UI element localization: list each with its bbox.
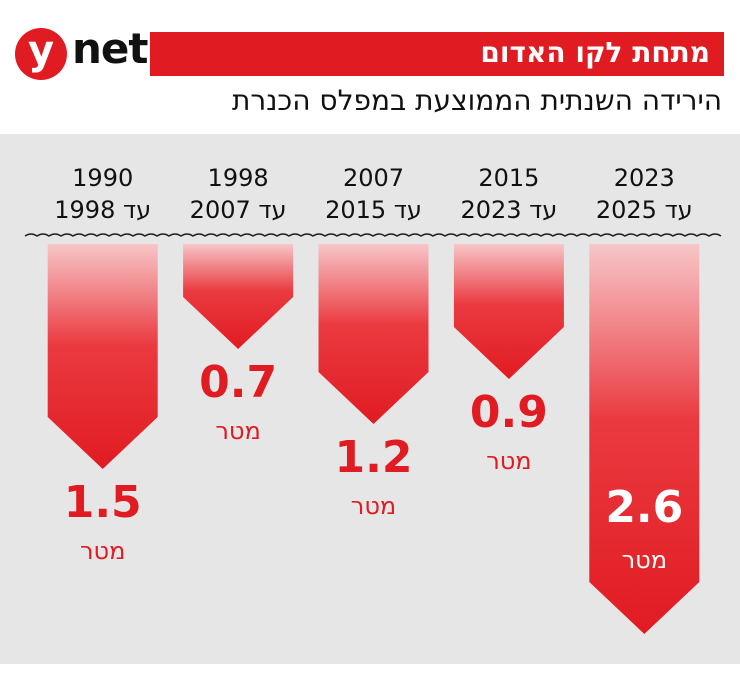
header: y net מתחת לקו האדום הירידה השנתית הממוצ…: [0, 0, 740, 150]
title-band: מתחת לקו האדום: [150, 32, 724, 76]
bar-5: [589, 244, 700, 634]
tick-label-year: 1990: [72, 164, 133, 192]
data-label-unit: מטר: [351, 492, 396, 520]
tick-label-range: עד 2023: [460, 196, 557, 224]
bar-1: [47, 244, 158, 469]
ynet-logo-mark[interactable]: y: [15, 28, 67, 80]
tick-label-range: עד 2015: [325, 196, 422, 224]
page-title: מתחת לקו האדום: [480, 36, 710, 69]
data-label-unit: מטר: [486, 447, 531, 475]
labels: 1990 עד 1998 1.5 מטר 1998 עד 2007 0.7 מטר 2007 עד…: [54, 164, 692, 574]
tick-label-year: 2023: [614, 164, 675, 192]
data-label-value: 0.9: [470, 387, 548, 438]
water-surface-line: [24, 233, 722, 237]
water-wave: [24, 233, 722, 237]
tick-label-range: עד 2007: [190, 196, 287, 224]
bar-2: [183, 244, 294, 349]
data-label-value: 0.7: [199, 357, 277, 408]
tick-label-range: עד 1998: [54, 196, 151, 224]
tick-label-year: 2015: [478, 164, 539, 192]
data-label-value: 2.6: [605, 482, 683, 533]
data-label-unit: מטר: [80, 537, 125, 565]
tick-label-range: עד 2025: [596, 196, 693, 224]
bar-4: [453, 244, 564, 379]
data-label-value: 1.2: [335, 432, 413, 483]
bars: [47, 244, 700, 634]
data-label-unit: מטר: [215, 417, 260, 445]
data-label-unit: מטר: [622, 546, 667, 574]
data-label-value: 1.5: [64, 477, 142, 528]
ynet-logo-word[interactable]: net: [72, 24, 148, 73]
chart: 1990 עד 1998 1.5 מטר 1998 עד 2007 0.7 מטר 2007 עד…: [24, 164, 722, 634]
tick-label-year: 2007: [343, 164, 404, 192]
bar-3: [318, 244, 429, 424]
tick-label-year: 1998: [208, 164, 269, 192]
chart-subtitle: הירידה השנתית הממוצעת במפלס הכנרת: [232, 84, 722, 117]
